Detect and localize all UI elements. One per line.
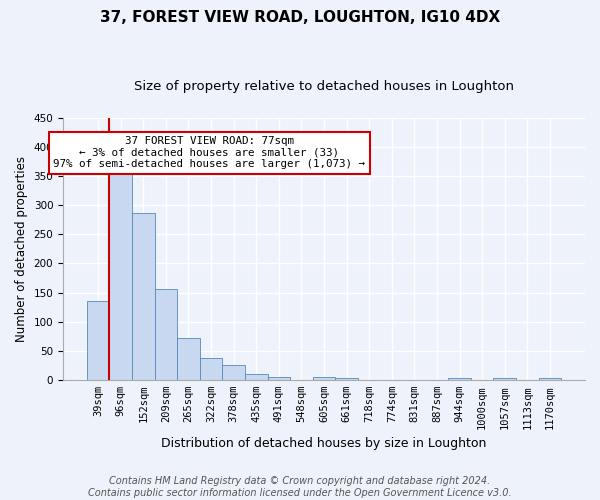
Bar bbox=[200, 358, 223, 380]
Text: 37 FOREST VIEW ROAD: 77sqm  
← 3% of detached houses are smaller (33)
97% of sem: 37 FOREST VIEW ROAD: 77sqm ← 3% of detac… bbox=[53, 136, 365, 170]
Bar bbox=[313, 377, 335, 380]
Bar bbox=[177, 338, 200, 380]
Text: 37, FOREST VIEW ROAD, LOUGHTON, IG10 4DX: 37, FOREST VIEW ROAD, LOUGHTON, IG10 4DX bbox=[100, 10, 500, 25]
Bar bbox=[493, 378, 516, 380]
Bar bbox=[335, 378, 358, 380]
Bar bbox=[132, 213, 155, 380]
Text: Contains HM Land Registry data © Crown copyright and database right 2024.
Contai: Contains HM Land Registry data © Crown c… bbox=[88, 476, 512, 498]
X-axis label: Distribution of detached houses by size in Loughton: Distribution of detached houses by size … bbox=[161, 437, 487, 450]
Bar bbox=[155, 289, 177, 380]
Title: Size of property relative to detached houses in Loughton: Size of property relative to detached ho… bbox=[134, 80, 514, 93]
Bar bbox=[245, 374, 268, 380]
Bar bbox=[109, 164, 132, 380]
Bar bbox=[448, 378, 471, 380]
Y-axis label: Number of detached properties: Number of detached properties bbox=[15, 156, 28, 342]
Bar bbox=[539, 378, 561, 380]
Bar bbox=[87, 302, 109, 380]
Bar bbox=[268, 376, 290, 380]
Bar bbox=[223, 365, 245, 380]
